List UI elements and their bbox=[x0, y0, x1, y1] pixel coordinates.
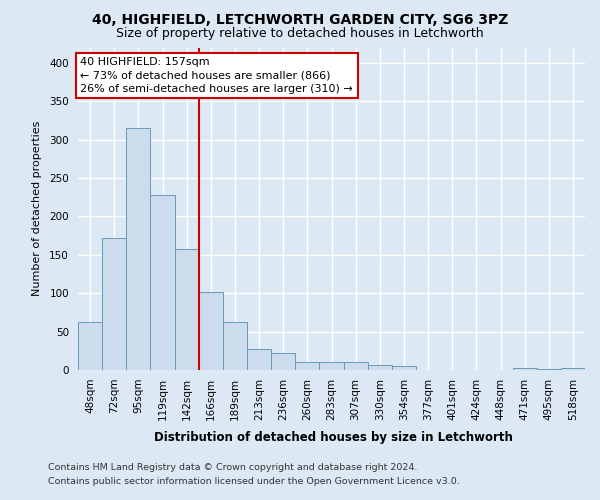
Bar bbox=[102, 238, 126, 370]
Text: Contains public sector information licensed under the Open Government Licence v3: Contains public sector information licen… bbox=[48, 477, 460, 486]
Bar bbox=[271, 353, 295, 370]
Bar bbox=[512, 368, 537, 370]
Bar bbox=[151, 195, 175, 370]
Bar bbox=[344, 362, 368, 370]
Text: Size of property relative to detached houses in Letchworth: Size of property relative to detached ho… bbox=[116, 28, 484, 40]
Bar bbox=[126, 128, 151, 370]
Bar bbox=[223, 322, 247, 370]
Bar bbox=[319, 362, 344, 370]
Bar bbox=[295, 362, 319, 370]
Y-axis label: Number of detached properties: Number of detached properties bbox=[32, 121, 42, 296]
Text: Distribution of detached houses by size in Letchworth: Distribution of detached houses by size … bbox=[154, 431, 512, 444]
Bar bbox=[392, 366, 416, 370]
Bar bbox=[368, 366, 392, 370]
Bar bbox=[561, 368, 585, 370]
Bar bbox=[78, 322, 102, 370]
Bar bbox=[199, 292, 223, 370]
Bar bbox=[175, 250, 199, 370]
Text: 40 HIGHFIELD: 157sqm
← 73% of detached houses are smaller (866)
26% of semi-deta: 40 HIGHFIELD: 157sqm ← 73% of detached h… bbox=[80, 58, 353, 94]
Text: 40, HIGHFIELD, LETCHWORTH GARDEN CITY, SG6 3PZ: 40, HIGHFIELD, LETCHWORTH GARDEN CITY, S… bbox=[92, 12, 508, 26]
Bar bbox=[537, 369, 561, 370]
Bar bbox=[247, 348, 271, 370]
Text: Contains HM Land Registry data © Crown copyright and database right 2024.: Contains HM Land Registry data © Crown c… bbox=[48, 464, 418, 472]
